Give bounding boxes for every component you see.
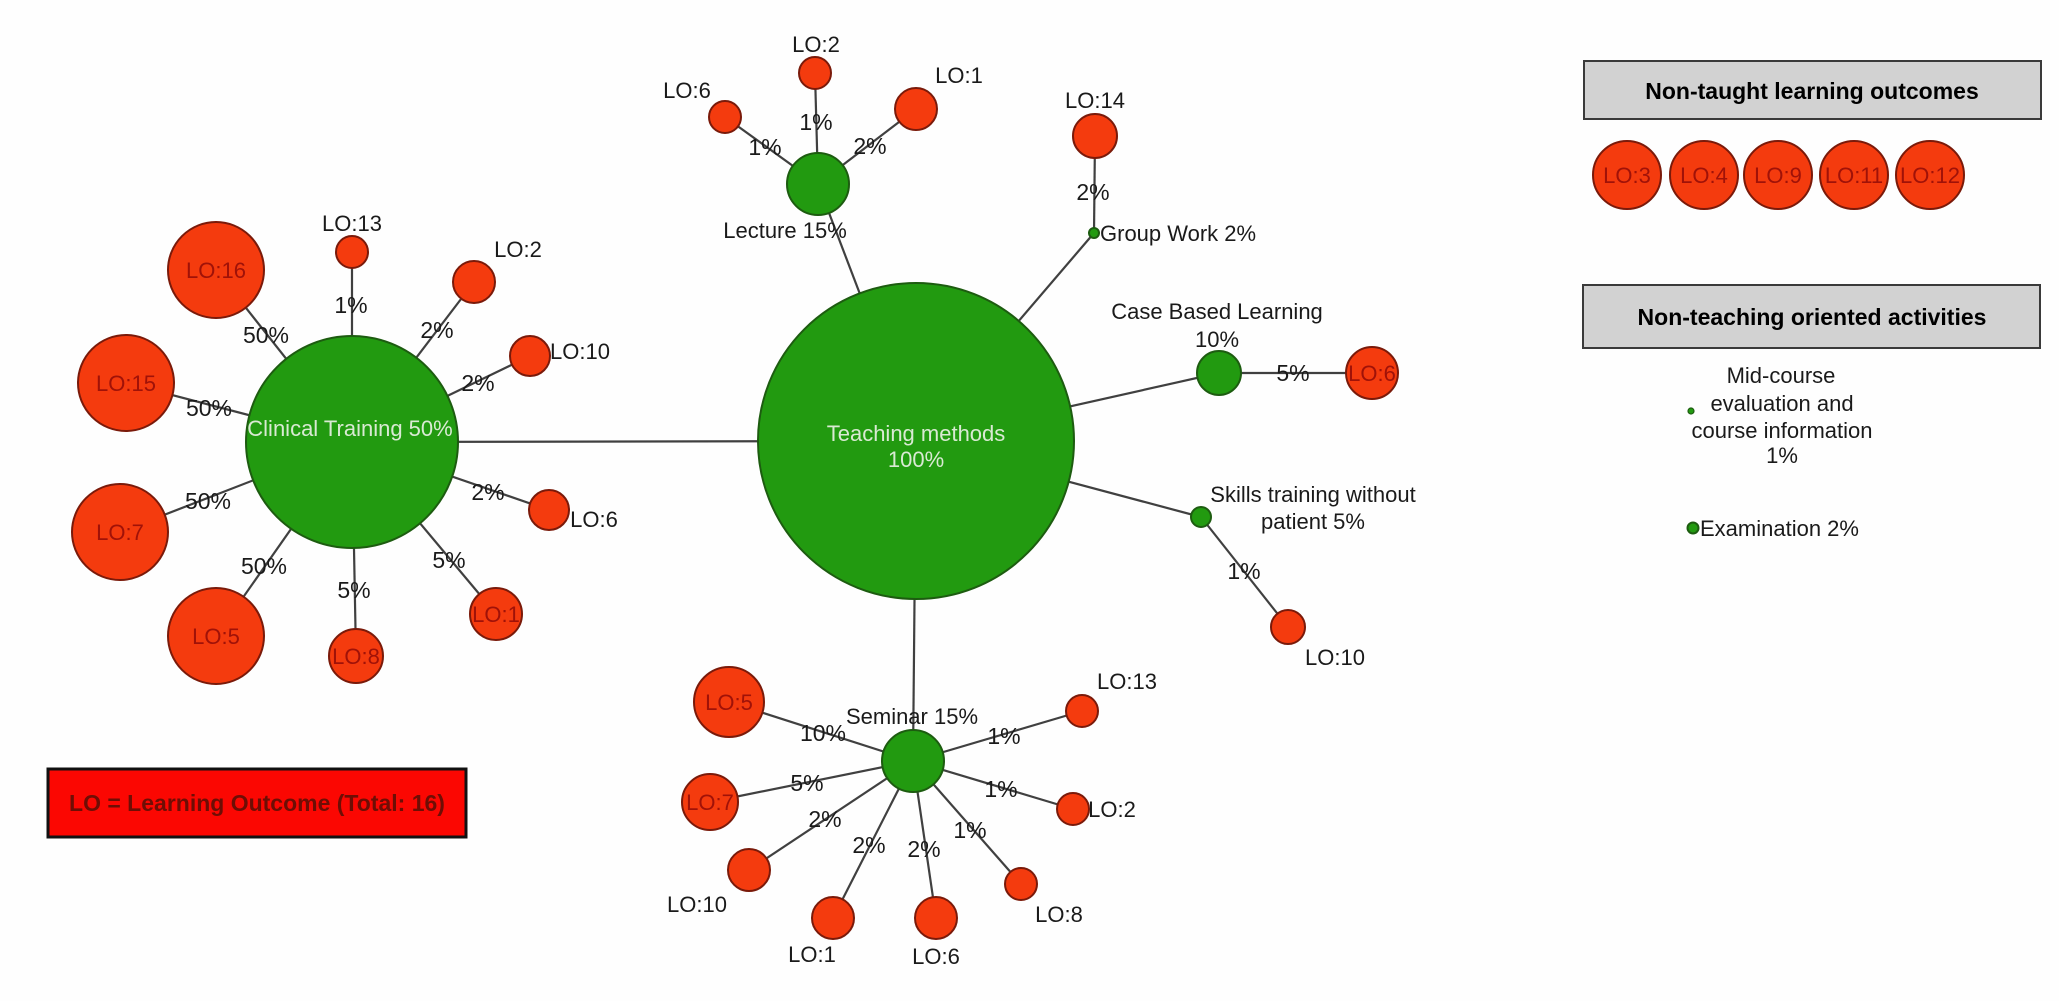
svg-text:LO:10: LO:10 <box>550 339 610 364</box>
svg-text:2%: 2% <box>1076 179 1109 205</box>
svg-text:LO:1: LO:1 <box>935 63 983 88</box>
svg-text:50%: 50% <box>185 488 231 514</box>
svg-text:LO:5: LO:5 <box>192 624 240 649</box>
svg-text:LO:2: LO:2 <box>494 237 542 262</box>
svg-text:1%: 1% <box>799 109 832 135</box>
svg-text:Clinical Training 50%: Clinical Training 50% <box>247 416 452 441</box>
svg-text:LO:8: LO:8 <box>332 644 380 669</box>
svg-text:2%: 2% <box>808 806 841 832</box>
svg-text:LO:9: LO:9 <box>1754 163 1802 188</box>
svg-text:evaluation and: evaluation and <box>1710 391 1853 416</box>
svg-text:LO:16: LO:16 <box>186 258 246 283</box>
svg-text:1%: 1% <box>987 723 1020 749</box>
svg-text:LO:6: LO:6 <box>912 944 960 969</box>
svg-text:1%: 1% <box>953 817 986 843</box>
svg-text:LO:6: LO:6 <box>663 78 711 103</box>
svg-text:Case Based Learning: Case Based Learning <box>1111 299 1323 324</box>
svg-text:5%: 5% <box>337 577 370 603</box>
svg-text:5%: 5% <box>1276 360 1309 386</box>
svg-text:LO:8: LO:8 <box>1035 902 1083 927</box>
svg-text:Teaching methods: Teaching methods <box>827 421 1006 446</box>
svg-text:Mid-course: Mid-course <box>1727 363 1836 388</box>
svg-text:LO:14: LO:14 <box>1065 88 1125 113</box>
svg-text:2%: 2% <box>461 370 494 396</box>
svg-text:5%: 5% <box>432 547 465 573</box>
svg-text:LO:15: LO:15 <box>96 371 156 396</box>
svg-text:5%: 5% <box>790 770 823 796</box>
svg-text:LO:4: LO:4 <box>1680 163 1728 188</box>
svg-text:LO:13: LO:13 <box>322 211 382 236</box>
svg-text:course information: course information <box>1692 418 1873 443</box>
svg-text:2%: 2% <box>852 832 885 858</box>
svg-text:Skills training without: Skills training without <box>1210 482 1415 507</box>
svg-text:1%: 1% <box>1766 443 1798 468</box>
svg-text:2%: 2% <box>471 479 504 505</box>
svg-text:2%: 2% <box>907 836 940 862</box>
svg-text:LO:1: LO:1 <box>788 942 836 967</box>
svg-text:1%: 1% <box>334 292 367 318</box>
svg-text:LO:3: LO:3 <box>1603 163 1651 188</box>
svg-text:Examination 2%: Examination 2% <box>1700 516 1859 541</box>
svg-text:10%: 10% <box>800 720 846 746</box>
svg-text:LO:10: LO:10 <box>1305 645 1365 670</box>
svg-text:LO = Learning Outcome (Total:: LO = Learning Outcome (Total: 16) <box>69 790 445 816</box>
svg-text:50%: 50% <box>241 553 287 579</box>
svg-text:Non-teaching oriented activiti: Non-teaching oriented activities <box>1638 304 1987 330</box>
svg-text:1%: 1% <box>984 776 1017 802</box>
svg-text:LO:1: LO:1 <box>472 602 520 627</box>
svg-text:LO:7: LO:7 <box>96 520 144 545</box>
svg-text:LO:2: LO:2 <box>792 32 840 57</box>
svg-text:1%: 1% <box>1227 558 1260 584</box>
svg-text:50%: 50% <box>186 395 232 421</box>
svg-text:LO:10: LO:10 <box>667 892 727 917</box>
svg-text:LO:6: LO:6 <box>570 507 618 532</box>
svg-text:patient 5%: patient 5% <box>1261 509 1365 534</box>
svg-text:2%: 2% <box>853 133 886 159</box>
svg-text:50%: 50% <box>243 322 289 348</box>
svg-text:LO:12: LO:12 <box>1900 163 1960 188</box>
svg-text:LO:11: LO:11 <box>1825 163 1883 188</box>
svg-text:LO:6: LO:6 <box>1348 361 1396 386</box>
svg-text:LO:2: LO:2 <box>1088 797 1136 822</box>
svg-text:Group Work 2%: Group Work 2% <box>1100 221 1256 246</box>
svg-text:100%: 100% <box>888 447 944 472</box>
svg-text:2%: 2% <box>420 317 453 343</box>
svg-text:1%: 1% <box>748 134 781 160</box>
svg-text:Seminar 15%: Seminar 15% <box>846 704 978 729</box>
svg-text:10%: 10% <box>1195 327 1239 352</box>
svg-text:Non-taught learning outcomes: Non-taught learning outcomes <box>1645 78 1979 104</box>
svg-text:LO:5: LO:5 <box>705 690 753 715</box>
svg-text:Lecture 15%: Lecture 15% <box>723 218 847 243</box>
svg-text:LO:13: LO:13 <box>1097 669 1157 694</box>
svg-text:LO:7: LO:7 <box>686 790 734 815</box>
